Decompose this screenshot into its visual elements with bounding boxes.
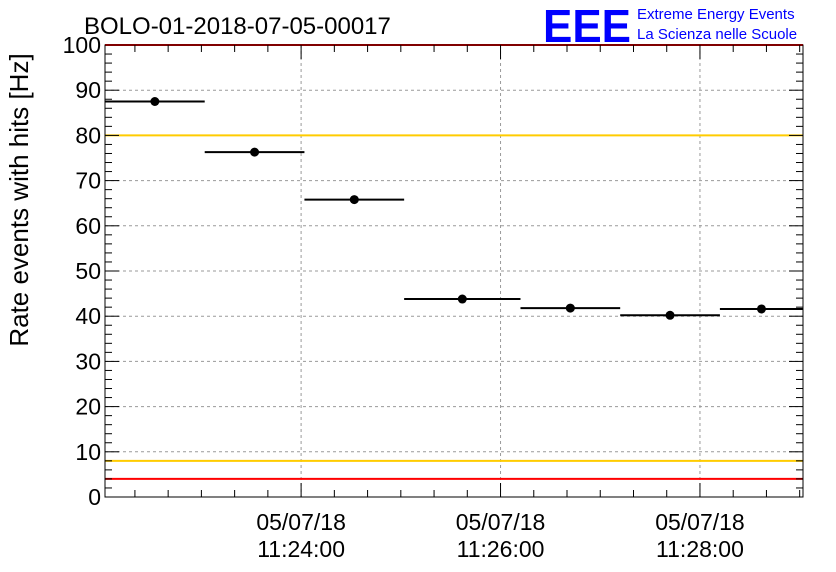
- data-point: [756, 304, 766, 314]
- data-point: [565, 303, 575, 313]
- x-tick-label-date: 05/07/18: [256, 509, 346, 535]
- y-tick-label: 80: [75, 122, 101, 148]
- y-tick-label: 70: [75, 168, 101, 194]
- x-tick-label-time: 11:24:00: [257, 536, 345, 562]
- y-tick-label: 100: [63, 32, 101, 58]
- logo-mark: EEE: [543, 0, 631, 52]
- x-tick-label-time: 11:28:00: [656, 536, 744, 562]
- y-tick-label: 10: [75, 439, 101, 465]
- data-points: [105, 97, 803, 320]
- data-point: [150, 97, 160, 106]
- y-axis-label: Rate events with hits [Hz]: [4, 53, 34, 346]
- chart-title: BOLO-01-2018-07-05-00017: [84, 13, 391, 40]
- x-tick-label-date: 05/07/18: [456, 509, 546, 535]
- y-tick-label: 60: [75, 213, 101, 239]
- logo-line1: Extreme Energy Events: [637, 6, 795, 23]
- reference-lines: [105, 44, 803, 480]
- axis-ticks: [105, 44, 803, 498]
- y-tick-label: 40: [75, 303, 101, 329]
- y-tick-label: 20: [75, 394, 101, 420]
- y-tick-label: 0: [88, 484, 101, 510]
- y-tick-label: 90: [75, 77, 101, 103]
- x-tick-label-date: 05/07/18: [655, 509, 745, 535]
- x-tick-label-time: 11:26:00: [457, 536, 545, 562]
- logo-line2: La Scienza nelle Scuole: [637, 26, 797, 43]
- data-point: [349, 195, 359, 205]
- data-point: [250, 147, 260, 157]
- grid-layer: [105, 45, 803, 497]
- y-tick-label: 30: [75, 348, 101, 374]
- tick-labels: 010203040506070809010005/07/1811:24:0005…: [63, 32, 745, 562]
- y-tick-label: 50: [75, 258, 101, 284]
- data-point: [457, 294, 467, 304]
- eee-logo: EEE Extreme Energy Events La Scienza nel…: [543, 0, 797, 52]
- data-point: [665, 310, 675, 320]
